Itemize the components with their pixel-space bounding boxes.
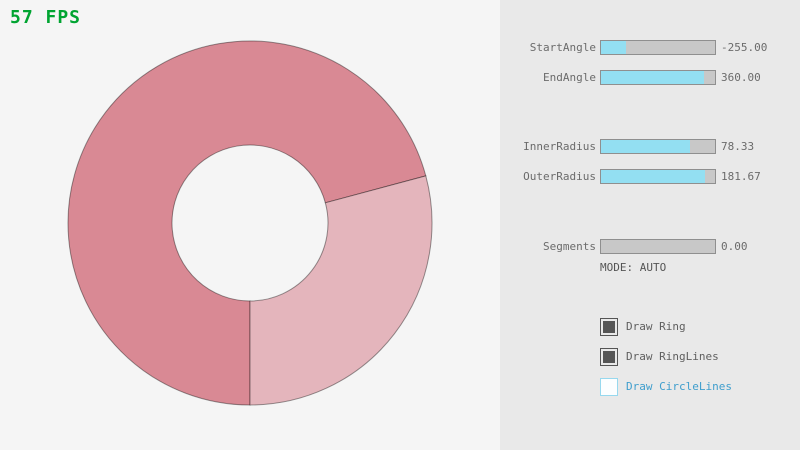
draw-circlelines-checkbox-label: Draw CircleLines [626,380,732,393]
ring-sector-overlap [67,40,427,406]
segments-mode-text: MODE: AUTO [600,261,667,274]
outer-radius-slider-fill [601,170,705,183]
outer-radius-label: OuterRadius [523,170,596,183]
end-angle-label: EndAngle [543,71,596,84]
draw-ringlines-checkbox-box[interactable] [600,348,618,366]
end-angle-value: 360.00 [721,71,761,84]
segments-value: 0.00 [721,240,748,253]
start-angle-value: -255.00 [721,41,768,54]
draw-ring-checkbox-label: Draw Ring [626,320,686,333]
end-angle-slider[interactable] [600,70,716,85]
start-angle-label: StartAngle [529,41,596,54]
draw-ring-checkbox-box[interactable] [600,318,618,336]
outer-radius-value: 181.67 [721,170,761,183]
ring-drawing [67,40,433,406]
segments-slider[interactable] [600,239,716,254]
outer-radius-slider[interactable] [600,169,716,184]
fps-counter: 57 FPS [10,7,82,28]
start-angle-slider-fill [601,41,626,54]
end-angle-slider-fill [601,71,704,84]
inner-radius-slider-fill [601,140,691,153]
inner-radius-value: 78.33 [721,140,755,153]
render-canvas: 57 FPS [10,7,433,406]
inner-radius-label: InnerRadius [523,140,596,153]
segments-label: Segments [543,240,596,253]
inner-radius-slider[interactable] [600,139,716,154]
control-panel: StartAngle -255.00 EndAngle 360.00 Inner… [500,0,800,450]
start-angle-slider[interactable] [600,40,716,55]
ring-sector-single [249,175,433,406]
draw-circlelines-checkbox-box[interactable] [600,378,618,396]
draw-ringlines-checkbox-label: Draw RingLines [626,350,719,363]
